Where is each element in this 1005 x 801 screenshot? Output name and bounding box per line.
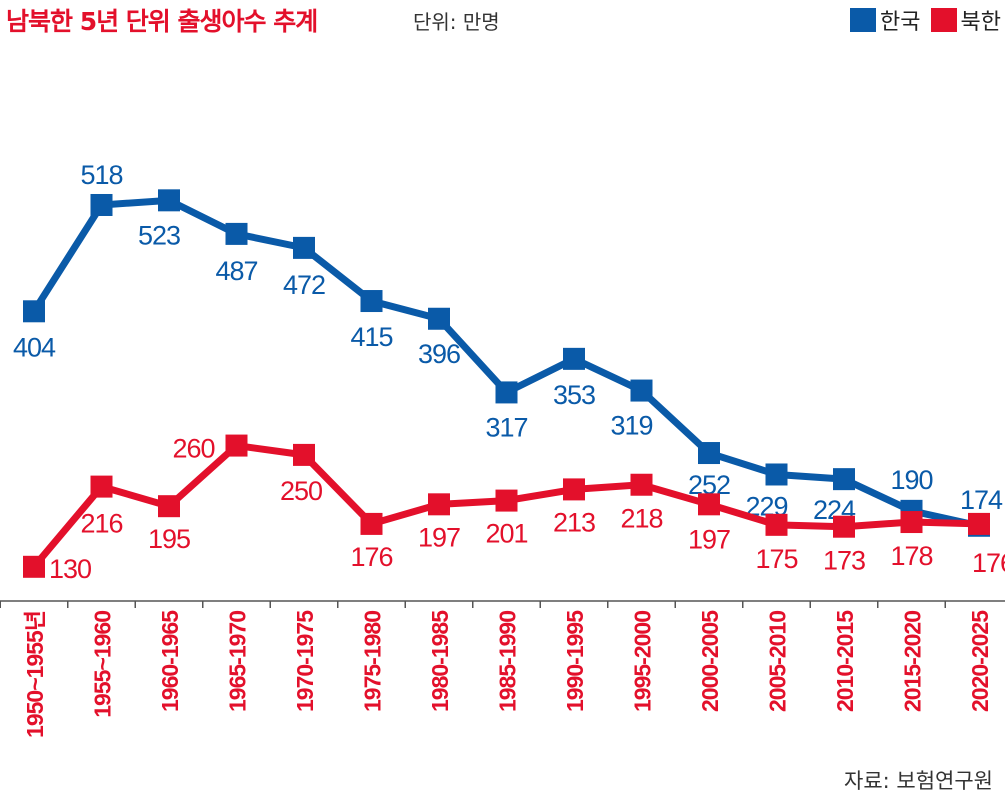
data-point-north (428, 493, 450, 516)
x-tick-label: 1990-1995 (562, 610, 588, 712)
data-label-north: 175 (755, 544, 797, 574)
data-point-north (225, 434, 248, 457)
data-label-north: 173 (823, 546, 865, 576)
data-label-south: 404 (13, 332, 56, 362)
data-label-south: 523 (138, 220, 180, 250)
x-tick-label: 2020-2025 (967, 610, 993, 712)
source-note: 자료: 보험연구원 (844, 769, 993, 793)
data-point-south (563, 347, 585, 370)
legend-swatch-south (850, 8, 877, 32)
x-tick-label: 1975-1980 (360, 611, 386, 712)
data-label-north: 218 (620, 504, 662, 534)
x-tick-label: 2015-2020 (900, 611, 926, 712)
data-label-north: 176 (972, 548, 1005, 578)
data-label-south: 353 (553, 380, 595, 410)
x-tick-label: 2005-2010 (765, 611, 791, 712)
x-tick-label: 1955~1960 (90, 611, 116, 718)
x-tick-label: 1995-2000 (630, 611, 656, 712)
data-point-north (23, 555, 45, 578)
x-tick-label: 1965-1970 (225, 611, 251, 712)
legend-swatch-north (930, 8, 957, 32)
data-label-north: 178 (890, 541, 932, 571)
x-tick-label: 2010-2015 (832, 610, 858, 712)
data-label-south: 190 (890, 465, 932, 495)
data-point-south (90, 193, 113, 216)
legend-item-south: 한국 (850, 4, 921, 36)
data-point-south (225, 222, 248, 245)
data-label-south: 518 (80, 160, 122, 190)
data-point-south (23, 300, 45, 323)
data-label-south: 317 (485, 412, 527, 442)
x-tick-label: 2000-2005 (697, 610, 723, 712)
data-point-north (90, 475, 113, 498)
data-point-north (360, 512, 383, 535)
data-point-south (765, 463, 788, 486)
x-tick-label: 1980-1985 (427, 610, 453, 712)
data-label-north: 130 (49, 554, 91, 584)
x-tick-label: 1950~1955년 (22, 611, 48, 738)
data-point-north (698, 493, 720, 516)
data-label-north: 216 (80, 509, 122, 539)
x-tick-label: 1960-1965 (157, 610, 183, 712)
data-label-north: 250 (280, 476, 322, 506)
legend: 한국 북한 (840, 4, 1001, 36)
data-label-north: 260 (172, 434, 214, 464)
data-point-south (833, 468, 855, 491)
data-point-south (158, 189, 180, 212)
data-label-north: 176 (350, 542, 392, 572)
data-point-south (293, 236, 315, 259)
data-point-north (495, 489, 518, 512)
data-label-north: 195 (148, 524, 190, 554)
legend-label-south: 한국 (880, 10, 921, 35)
data-point-north (900, 511, 923, 534)
data-point-north (563, 478, 585, 501)
data-label-south: 472 (283, 270, 325, 300)
data-point-south (630, 379, 653, 402)
data-point-north (158, 495, 180, 518)
unit-label: 단위: 만명 (413, 10, 500, 34)
legend-item-north: 북한 (930, 4, 1001, 36)
x-tick-label: 1970-1975 (292, 610, 318, 712)
x-tick-label: 1985-1990 (495, 611, 521, 712)
data-label-north: 213 (553, 507, 595, 537)
data-label-south: 487 (215, 256, 257, 286)
data-point-south (360, 290, 383, 313)
data-point-north (765, 513, 788, 536)
data-label-north: 197 (688, 524, 730, 554)
data-point-north (833, 515, 855, 538)
data-label-south: 319 (610, 411, 652, 441)
data-label-north: 197 (418, 522, 460, 552)
data-label-south: 174 (960, 485, 1003, 515)
data-point-south (698, 442, 720, 465)
data-point-north (293, 443, 315, 466)
data-label-south: 415 (350, 322, 392, 352)
chart-title: 남북한 5년 단위 출생아수 추계 (6, 7, 318, 36)
data-point-north (968, 512, 990, 535)
data-point-north (630, 473, 653, 496)
data-label-north: 201 (485, 519, 527, 549)
data-point-south (495, 381, 518, 404)
data-point-south (428, 307, 450, 330)
legend-label-north: 북한 (960, 10, 1001, 35)
data-label-south: 396 (418, 339, 460, 369)
